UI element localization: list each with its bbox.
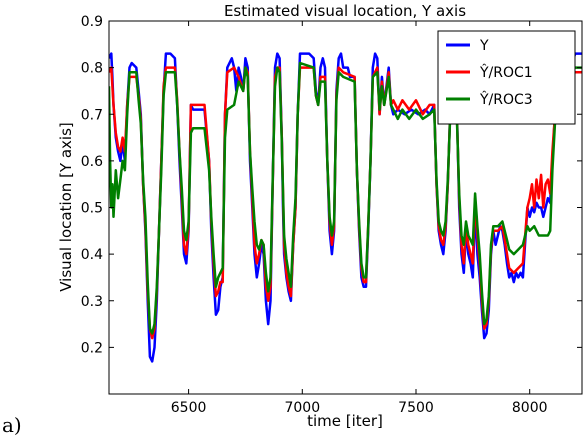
y-tick-label: 0.6	[81, 154, 103, 170]
series-layer	[109, 52, 582, 363]
x-tick-label: 6500	[171, 400, 207, 416]
y-tick-label: 0.9	[81, 14, 103, 30]
legend: Y Ŷ/ROC1 Ŷ/ROC3	[437, 30, 576, 125]
y-axis-label: Visual location [Y axis]	[57, 122, 75, 292]
y-tick-label: 0.4	[81, 247, 103, 263]
legend-label-1: Ŷ/ROC1	[479, 63, 533, 81]
x-tick-label: 7500	[398, 400, 434, 416]
x-axis-label: time [iter]	[307, 412, 383, 430]
y-tick-label: 0.2	[81, 340, 103, 356]
y-tick-label: 0.7	[81, 107, 103, 123]
x-axis-ticks: 6500 7000 7500 8000	[171, 21, 548, 416]
chart-title: Estimated visual location, Y axis	[224, 2, 466, 20]
x-tick-label: 8000	[512, 400, 548, 416]
panel-label: a)	[2, 413, 22, 437]
legend-label-2: Ŷ/ROC3	[479, 90, 533, 108]
y-tick-label: 0.8	[81, 61, 103, 77]
legend-label-0: Y	[479, 38, 489, 54]
y-axis-ticks: 0.2 0.3 0.4 0.5 0.6 0.7 0.8 0.9	[81, 14, 582, 356]
y-tick-label: 0.5	[81, 201, 103, 217]
series-line-2	[109, 61, 582, 335]
y-tick-label: 0.3	[81, 294, 103, 310]
x-tick-label: 7000	[284, 400, 320, 416]
